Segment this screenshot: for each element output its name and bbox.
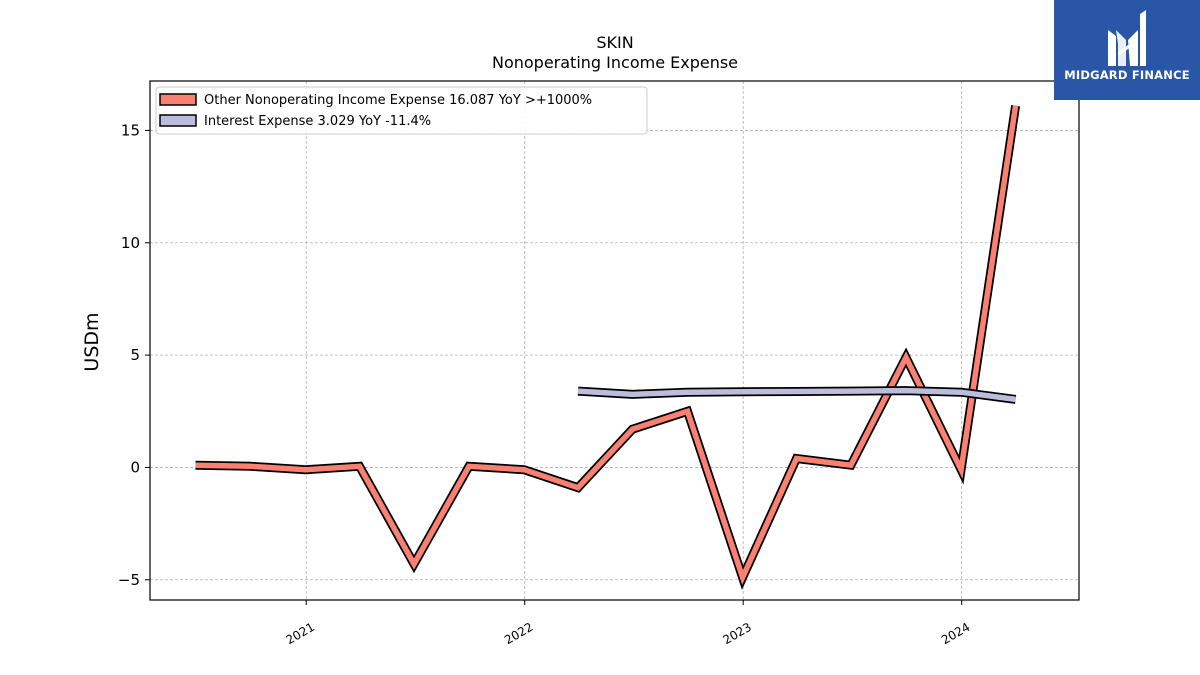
series-outline-0: [195, 105, 1021, 590]
legend-label-other-nonoperating: Other Nonoperating Income Expense 16.087…: [204, 93, 592, 108]
legend-swatch-interest-expense: [159, 114, 197, 127]
chart-title: SKIN: [596, 33, 633, 52]
legend-box: [155, 86, 648, 135]
y-tick-label: −5: [118, 571, 140, 589]
grid: [150, 81, 1079, 600]
legend: Other Nonoperating Income Expense 16.087…: [155, 86, 648, 135]
x-tick-label: 2021: [284, 620, 317, 647]
logo-text: MIDGARD FINANCE: [1064, 68, 1190, 82]
midgard-logo-icon: [1108, 10, 1146, 66]
series-layer: [195, 105, 1021, 590]
x-tick-label: 2024: [939, 620, 972, 647]
legend-label-interest-expense: Interest Expense 3.029 YoY -11.4%: [204, 114, 431, 129]
series-line-0: [195, 105, 1019, 586]
y-tick-label: 10: [121, 234, 140, 252]
y-tick-label: 15: [121, 121, 140, 139]
x-tick-label: 2023: [720, 620, 753, 647]
ticks: −5 0 5 10 15 2021 2022 2023 2024: [118, 121, 973, 647]
chart-subtitle: Nonoperating Income Expense: [492, 53, 738, 72]
x-tick-label: 2022: [502, 620, 535, 647]
y-axis-label: USDm: [81, 312, 103, 371]
legend-swatch-other-nonoperating: [159, 93, 197, 106]
y-tick-label: 0: [130, 458, 140, 476]
y-tick-label: 5: [130, 346, 140, 364]
logo: MIDGARD FINANCE: [1054, 0, 1200, 100]
plot-frame: [149, 80, 1080, 601]
